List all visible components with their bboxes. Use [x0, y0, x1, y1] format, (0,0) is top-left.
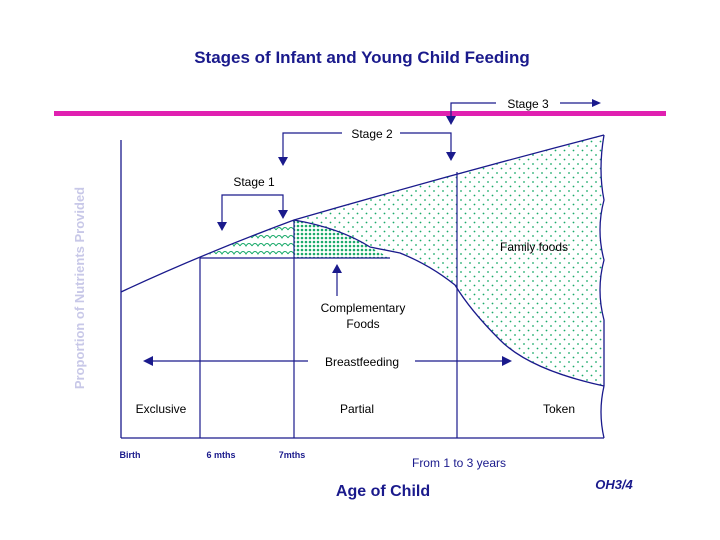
- token-label: Token: [543, 402, 575, 416]
- partial-label: Partial: [340, 402, 374, 416]
- stage2-bracket: [282, 132, 452, 157]
- stage1-bracket: [221, 194, 284, 226]
- breastfeeding-arrowhead-left: [143, 356, 153, 366]
- family-foods-area: [294, 135, 604, 386]
- magenta-divider-bar: [54, 111, 666, 116]
- complementary-label-line2: Foods: [346, 317, 379, 331]
- stage3-label: Stage 3: [507, 97, 549, 111]
- right-wavy-edge: [599, 134, 605, 439]
- x-axis-label: Age of Child: [336, 483, 430, 500]
- x-range-note: From 1 to 3 years: [412, 456, 506, 470]
- stage1-arrowhead-right: [278, 210, 288, 219]
- complementary-arrowhead: [332, 264, 342, 273]
- stage3-arrowhead-down: [446, 116, 456, 125]
- y-axis-label: Proportion of Nutrients Provided: [72, 187, 87, 389]
- complementary-label-line1: Complementary: [321, 301, 406, 315]
- breastfeeding-arrowhead-right: [502, 356, 512, 366]
- stage3-arrowhead-right: [592, 99, 601, 107]
- x-tick-birth: Birth: [120, 450, 141, 460]
- breastfeeding-boundary-curve: [293, 219, 605, 387]
- total-nutrients-curve: [120, 134, 605, 293]
- family-foods-label: Family foods: [500, 240, 568, 254]
- slide-code: OH3/4: [595, 477, 633, 492]
- x-tick-7mths: 7mths: [279, 450, 306, 460]
- page-title: Stages of Infant and Young Child Feeding: [194, 48, 530, 67]
- stage1-label: Stage 1: [233, 175, 275, 189]
- x-tick-6mths: 6 mths: [206, 450, 235, 460]
- stage2-arrowhead-left: [278, 157, 288, 166]
- exclusive-label: Exclusive: [136, 402, 187, 416]
- stage3-bracket: [450, 102, 592, 116]
- breastfeeding-label: Breastfeeding: [325, 355, 399, 369]
- stage2-arrowhead-right: [446, 152, 456, 161]
- stage1-arrowhead-left: [217, 222, 227, 231]
- complementary-foods-area: [294, 220, 390, 258]
- stage2-label: Stage 2: [351, 127, 393, 141]
